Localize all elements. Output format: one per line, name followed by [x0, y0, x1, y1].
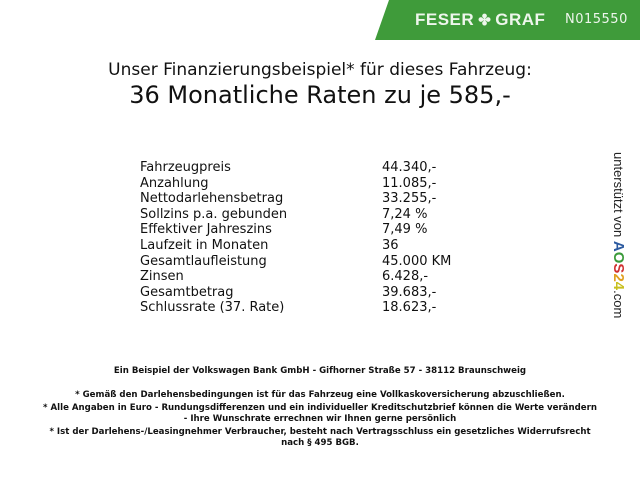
- row-label: Gesamtbetrag: [140, 284, 234, 300]
- row-label: Fahrzeugpreis: [140, 160, 231, 175]
- row-value: 36: [382, 237, 399, 253]
- page-title: Unser Finanzierungsbeispiel* für dieses …: [108, 60, 532, 80]
- note-2a: * Alle Angaben in Euro - Rundungsdiffere…: [43, 403, 597, 413]
- row-label: Anzahlung: [140, 175, 209, 191]
- row-label: Sollzins p.a. gebunden: [140, 206, 288, 222]
- table-row: Laufzeit in Monaten 36: [140, 238, 451, 254]
- brand-left: FESER: [415, 10, 475, 29]
- side-suffix: .com: [611, 290, 626, 319]
- row-label: Gesamtlaufleistung: [140, 253, 267, 269]
- row-value: 11.085,-: [382, 175, 437, 191]
- note-1: * Gemäß den Darlehensbedingungen ist für…: [75, 390, 565, 400]
- aos24-logo: AOS24: [610, 240, 627, 291]
- brand-right: GRAF: [495, 10, 546, 29]
- table-row: Anzahlung 11.085,-: [140, 176, 451, 192]
- note-3b: nach § 495 BGB.: [281, 438, 359, 448]
- finance-table: Fahrzeugpreis 44.340,- Anzahlung 11.085,- Ne…: [140, 160, 451, 316]
- table-row: Sollzins p.a. gebunden 7,24 %: [140, 207, 451, 223]
- table-row: Schlussrate (37. Rate) 18.623,-: [140, 300, 451, 316]
- row-label: Effektiver Jahreszins: [140, 222, 272, 238]
- row-value: 18.623,-: [382, 300, 437, 316]
- note-2b: - Ihre Wunschrate errechnen wir Ihnen ge…: [183, 414, 457, 424]
- row-label: Laufzeit in Monaten: [140, 237, 269, 253]
- table-row: Nettodarlehensbetrag 33.255,-: [140, 191, 451, 207]
- side-text: unterstützt von: [611, 152, 626, 238]
- row-value: 7,24 %: [382, 206, 428, 222]
- table-row: Gesamtbetrag 39.683,-: [140, 285, 451, 301]
- row-label: Schlussrate (37. Rate): [140, 300, 285, 316]
- aos24-credit: unterstützt von AOS24.com: [610, 152, 627, 318]
- table-row: Gesamtlaufleistung 45.000 KM: [140, 254, 451, 270]
- row-value: 45.000 KM: [382, 253, 452, 269]
- clover-icon: ✤: [478, 12, 492, 29]
- note-3a: * Ist der Darlehens-/Leasingnehmer Verbr…: [49, 427, 591, 437]
- row-label: Nettodarlehensbetrag: [140, 191, 284, 207]
- row-value: 39.683,-: [382, 284, 437, 300]
- row-value: 33.255,-: [382, 191, 437, 207]
- monthly-rate-headline: 36 Monatliche Raten zu je 585,-: [129, 81, 511, 109]
- brand-logo: FESER ✤ GRAF: [415, 10, 545, 30]
- table-row: Effektiver Jahreszins 7,49 %: [140, 222, 451, 238]
- bank-info: Ein Beispiel der Volkswagen Bank GmbH - …: [113, 366, 527, 376]
- row-label: Zinsen: [140, 269, 184, 285]
- row-value: 7,49 %: [382, 222, 428, 238]
- row-value: 44.340,-: [382, 160, 437, 175]
- dealer-banner: FESER ✤ GRAF N015550: [375, 0, 640, 40]
- row-value: 6.428,-: [382, 269, 429, 285]
- table-row: Fahrzeugpreis 44.340,-: [140, 160, 451, 176]
- table-row: Zinsen 6.428,-: [140, 269, 451, 285]
- vehicle-code: N015550: [565, 12, 628, 27]
